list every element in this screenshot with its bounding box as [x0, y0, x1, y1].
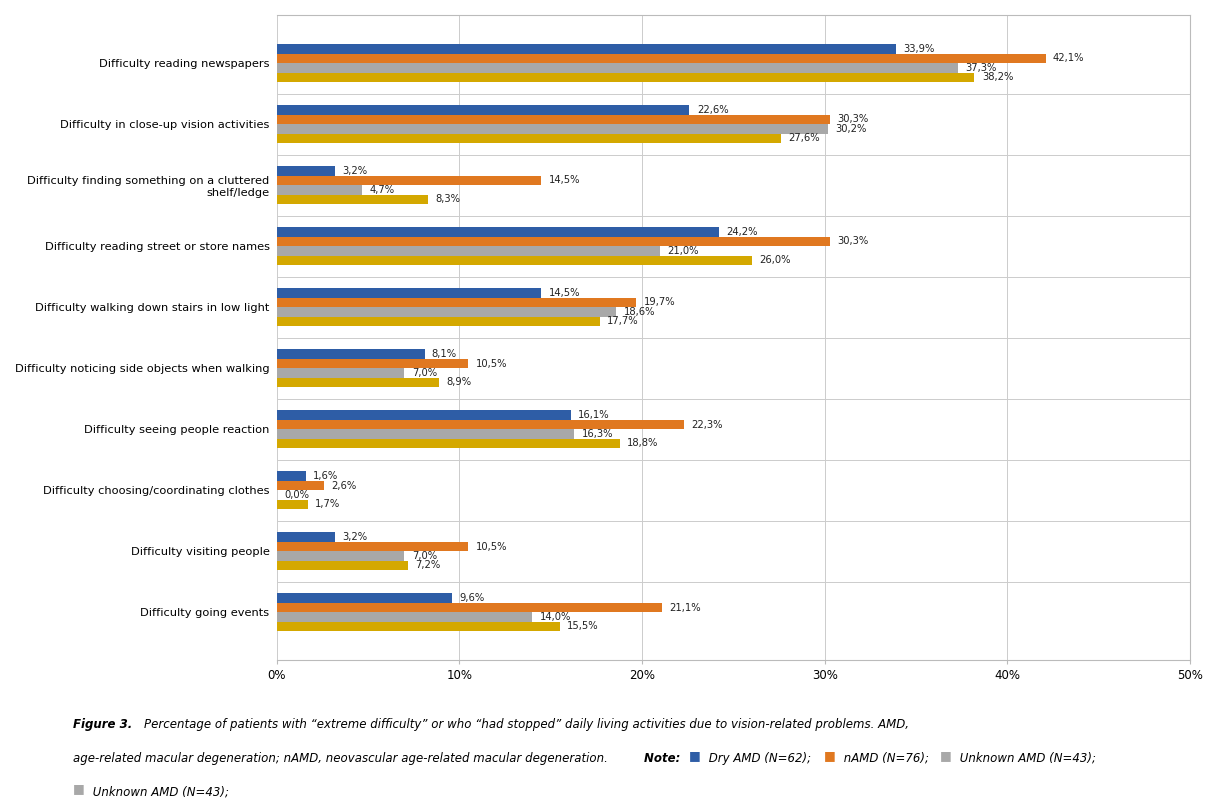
Bar	[276, 429, 575, 439]
Text: 30,3%: 30,3%	[838, 114, 868, 124]
Bar	[276, 63, 959, 73]
Text: Figure 3.: Figure 3.	[73, 718, 136, 731]
Text: ■: ■	[825, 749, 836, 762]
Bar	[276, 500, 308, 509]
Text: 33,9%: 33,9%	[904, 44, 934, 54]
Text: 38,2%: 38,2%	[982, 72, 1013, 83]
Text: nAMD (N=76);: nAMD (N=76);	[840, 752, 937, 765]
Bar	[276, 289, 542, 298]
Text: 18,8%: 18,8%	[627, 439, 659, 448]
Text: 8,1%: 8,1%	[432, 349, 457, 359]
Bar	[276, 237, 831, 247]
Text: 16,1%: 16,1%	[579, 410, 610, 420]
Text: 1,7%: 1,7%	[315, 500, 340, 509]
Text: 21,1%: 21,1%	[670, 603, 702, 612]
Text: 7,2%: 7,2%	[415, 560, 441, 570]
Bar	[276, 185, 363, 195]
Text: ■: ■	[940, 749, 951, 762]
Bar	[276, 622, 560, 631]
Text: 16,3%: 16,3%	[582, 429, 613, 439]
Bar	[276, 358, 469, 368]
Bar	[276, 560, 408, 570]
Text: 14,5%: 14,5%	[549, 288, 580, 298]
Bar	[276, 603, 663, 612]
Bar	[276, 368, 404, 378]
Bar	[276, 350, 425, 358]
Bar	[276, 316, 600, 326]
Bar	[276, 54, 1046, 63]
Bar	[276, 105, 689, 115]
Text: 15,5%: 15,5%	[568, 621, 599, 632]
Bar	[276, 134, 781, 143]
Text: 2,6%: 2,6%	[331, 480, 357, 491]
Text: 19,7%: 19,7%	[644, 298, 676, 307]
Text: age-related macular degeneration; nAMD, neovascular age-related macular degenera: age-related macular degeneration; nAMD, …	[73, 752, 611, 765]
Text: 3,2%: 3,2%	[342, 532, 368, 542]
Bar	[276, 532, 335, 542]
Text: 0,0%: 0,0%	[284, 490, 309, 500]
Bar	[276, 124, 828, 134]
Text: Unknown AMD (N=43);: Unknown AMD (N=43);	[956, 752, 1100, 765]
Text: 10,5%: 10,5%	[476, 542, 507, 551]
Text: Dry AMD (N=62);: Dry AMD (N=62);	[705, 752, 818, 765]
Text: 10,5%: 10,5%	[476, 358, 507, 368]
Bar	[276, 551, 404, 560]
Bar	[276, 73, 974, 82]
Bar	[276, 227, 719, 237]
Text: 42,1%: 42,1%	[1054, 54, 1084, 63]
Text: ■: ■	[73, 782, 85, 795]
Bar	[276, 307, 616, 316]
Text: 8,9%: 8,9%	[447, 377, 471, 388]
Text: 30,3%: 30,3%	[838, 237, 868, 247]
Bar	[276, 542, 469, 551]
Bar	[276, 45, 896, 54]
Text: Unknown AMD (N=43);: Unknown AMD (N=43);	[89, 785, 236, 798]
Text: 17,7%: 17,7%	[608, 316, 639, 326]
Bar	[276, 195, 429, 204]
Bar	[276, 176, 542, 185]
Text: 3,2%: 3,2%	[342, 166, 368, 176]
Text: 22,6%: 22,6%	[697, 105, 728, 115]
Bar	[276, 166, 335, 176]
Text: 22,3%: 22,3%	[692, 419, 722, 430]
Text: 9,6%: 9,6%	[459, 593, 485, 603]
Text: Percentage of patients with “extreme difficulty” or who “had stopped” daily livi: Percentage of patients with “extreme dif…	[144, 718, 909, 731]
Text: 14,0%: 14,0%	[540, 612, 571, 622]
Text: 26,0%: 26,0%	[759, 255, 790, 265]
Bar	[276, 410, 571, 420]
Text: Note:: Note:	[644, 752, 685, 765]
Bar	[276, 594, 452, 603]
Bar	[276, 247, 660, 255]
Bar	[276, 378, 440, 387]
Text: 7,0%: 7,0%	[412, 551, 437, 561]
Bar	[276, 115, 831, 124]
Bar	[276, 439, 620, 448]
Text: 1,6%: 1,6%	[313, 471, 339, 481]
Text: 24,2%: 24,2%	[726, 227, 758, 237]
Text: 7,0%: 7,0%	[412, 368, 437, 378]
Bar	[276, 471, 306, 481]
Bar	[276, 612, 532, 622]
Text: 27,6%: 27,6%	[788, 133, 820, 144]
Text: 14,5%: 14,5%	[549, 175, 580, 186]
Text: 21,0%: 21,0%	[667, 246, 699, 256]
Bar	[276, 298, 637, 307]
Bar	[276, 481, 324, 490]
Text: 37,3%: 37,3%	[966, 63, 996, 73]
Text: 30,2%: 30,2%	[836, 124, 867, 134]
Text: 8,3%: 8,3%	[436, 195, 460, 204]
Text: 18,6%: 18,6%	[624, 307, 655, 317]
Bar	[276, 255, 752, 265]
Text: 4,7%: 4,7%	[370, 185, 395, 195]
Text: ■: ■	[689, 749, 700, 762]
Bar	[276, 420, 685, 429]
